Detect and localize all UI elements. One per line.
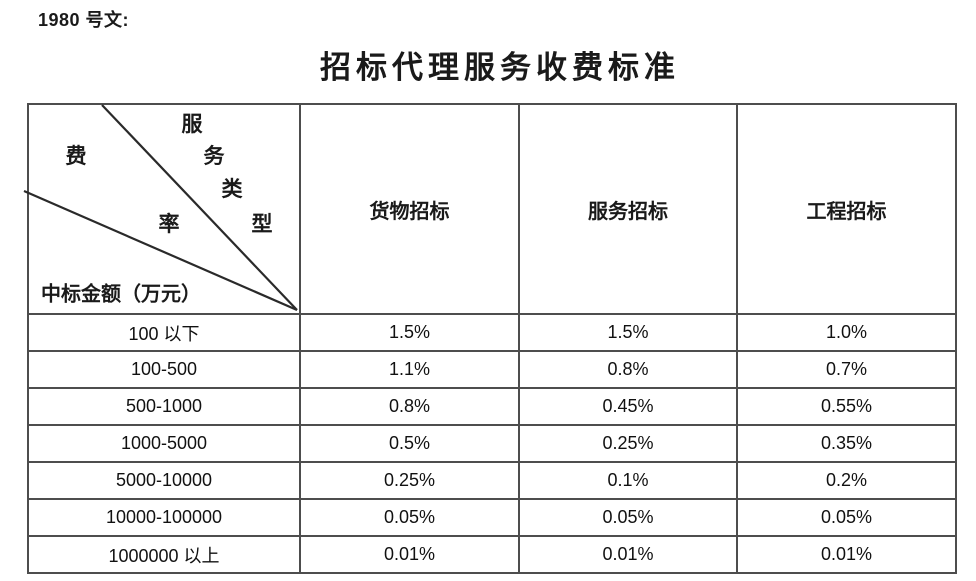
table-row: 100 以下 1.5% 1.5% 1.0%	[27, 313, 957, 352]
row-range-label: 1000000 以上	[27, 535, 301, 574]
rate-cell: 0.55%	[736, 387, 957, 426]
corner-char-service: 服	[181, 112, 203, 136]
table-row: 5000-10000 0.25% 0.1% 0.2%	[27, 461, 957, 500]
rate-cell: 1.0%	[736, 313, 957, 352]
fee-table: 服 费 务 类 率 型 中标金额（万元） 货物招标 服务招标 工程招标 100 …	[23, 103, 957, 574]
corner-char-wu: 务	[203, 144, 225, 168]
rate-cell: 0.45%	[518, 387, 738, 426]
rate-cell: 0.01%	[299, 535, 520, 574]
row-range-label: 100 以下	[27, 313, 301, 352]
table-header-row: 服 费 务 类 率 型 中标金额（万元） 货物招标 服务招标 工程招标	[23, 103, 957, 315]
rate-cell: 0.01%	[518, 535, 738, 574]
doc-number: 1980 号文:	[38, 10, 130, 30]
rate-cell: 0.25%	[518, 424, 738, 463]
page-title: 招标代理服务收费标准	[320, 50, 680, 85]
row-range-label: 500-1000	[27, 387, 301, 426]
table-row: 1000-5000 0.5% 0.25% 0.35%	[27, 424, 957, 463]
corner-char-fee: 费	[65, 144, 87, 168]
row-range-label: 100-500	[27, 350, 301, 389]
rate-cell: 1.5%	[518, 313, 738, 352]
rate-cell: 0.8%	[518, 350, 738, 389]
column-header-services: 服务招标	[518, 103, 738, 315]
corner-char-lei: 类	[221, 177, 243, 201]
rate-cell: 0.01%	[736, 535, 957, 574]
rate-cell: 0.25%	[299, 461, 520, 500]
rate-cell: 0.05%	[518, 498, 738, 537]
table-row: 100-500 1.1% 0.8% 0.7%	[27, 350, 957, 389]
rate-cell: 1.1%	[299, 350, 520, 389]
rate-cell: 0.1%	[518, 461, 738, 500]
row-axis-label: 中标金额（万元）	[41, 283, 201, 306]
table-row: 10000-100000 0.05% 0.05% 0.05%	[27, 498, 957, 537]
rate-cell: 0.7%	[736, 350, 957, 389]
corner-char-xing: 型	[251, 212, 273, 236]
rate-cell: 0.05%	[736, 498, 957, 537]
table-corner-cell: 服 费 务 类 率 型 中标金额（万元）	[23, 103, 301, 315]
row-range-label: 1000-5000	[27, 424, 301, 463]
diagonal-divider-lines	[23, 104, 298, 312]
row-range-label: 5000-10000	[27, 461, 301, 500]
corner-char-rate: 率	[158, 212, 180, 236]
rate-cell: 1.5%	[299, 313, 520, 352]
rate-cell: 0.35%	[736, 424, 957, 463]
table-row: 500-1000 0.8% 0.45% 0.55%	[27, 387, 957, 426]
rate-cell: 0.05%	[299, 498, 520, 537]
rate-cell: 0.8%	[299, 387, 520, 426]
row-range-label: 10000-100000	[27, 498, 301, 537]
column-header-goods: 货物招标	[299, 103, 520, 315]
rate-cell: 0.5%	[299, 424, 520, 463]
column-header-engineering: 工程招标	[736, 103, 957, 315]
rate-cell: 0.2%	[736, 461, 957, 500]
table-row: 1000000 以上 0.01% 0.01% 0.01%	[27, 535, 957, 574]
